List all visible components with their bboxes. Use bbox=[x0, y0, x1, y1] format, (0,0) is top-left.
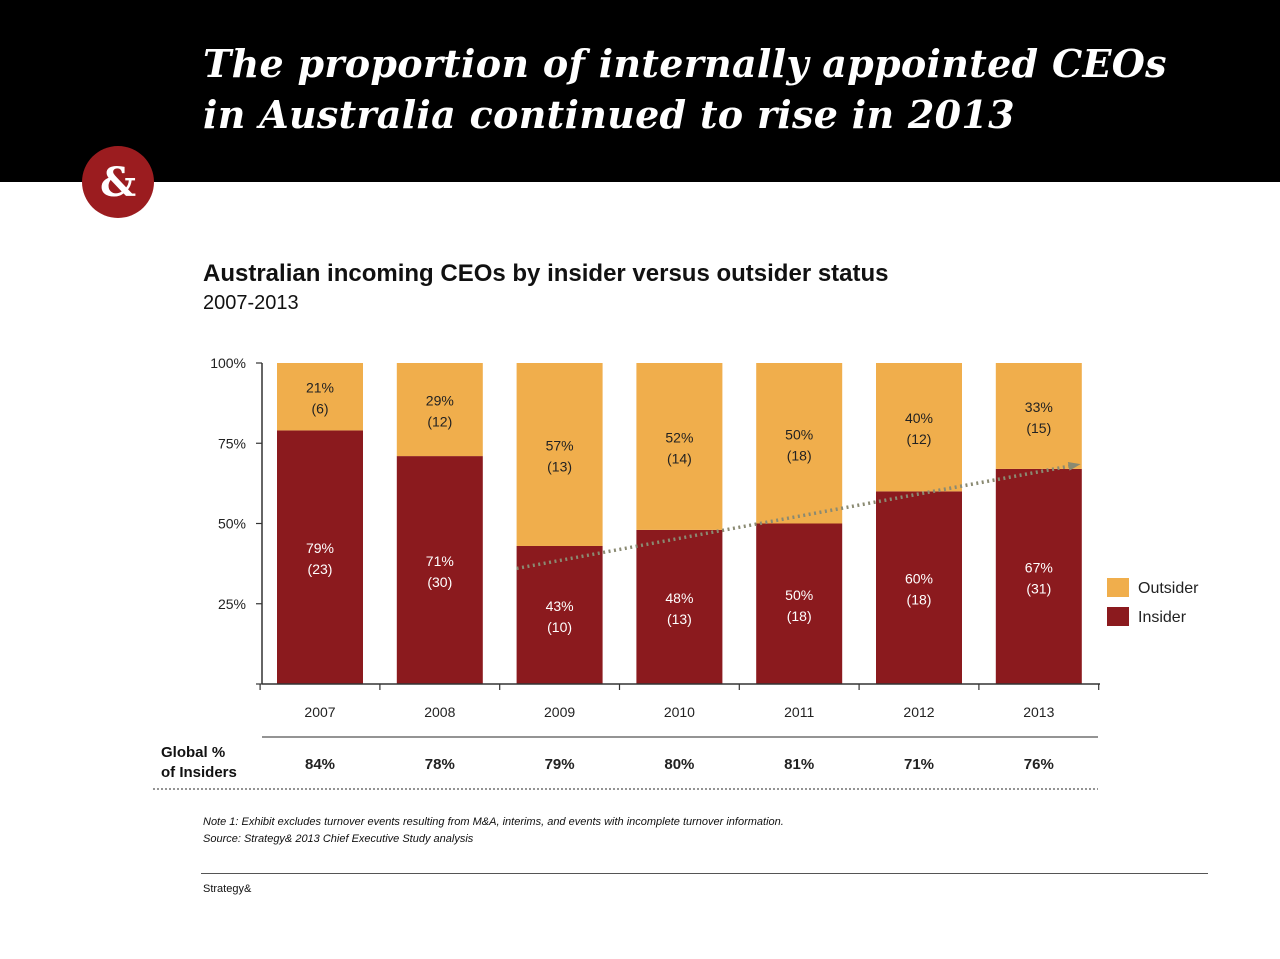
chart-subtitle: 2007-2013 bbox=[203, 292, 299, 314]
x-tick-label-2013: 2013 bbox=[1023, 704, 1054, 720]
outsider-pct-label-2009: 57% bbox=[546, 437, 574, 453]
global-insiders-value-2010: 80% bbox=[664, 756, 694, 773]
insider-pct-label-2008: 71% bbox=[426, 553, 454, 569]
x-tick-label-2011: 2011 bbox=[784, 704, 814, 720]
outsider-pct-label-2013: 33% bbox=[1025, 399, 1053, 415]
insider-pct-label-2007: 79% bbox=[306, 540, 334, 556]
insider-bar-2009 bbox=[516, 545, 603, 684]
x-tick-label-2009: 2009 bbox=[544, 704, 575, 720]
y-tick-label-100: 100% bbox=[210, 355, 246, 371]
global-insiders-value-2011: 81% bbox=[784, 756, 814, 773]
insider-count-label-2012: (18) bbox=[907, 592, 932, 608]
insider-bar-2007 bbox=[277, 430, 363, 684]
insider-pct-label-2010: 48% bbox=[665, 590, 693, 606]
outsider-pct-label-2008: 29% bbox=[426, 393, 454, 409]
outsider-count-label-2011: (18) bbox=[787, 447, 812, 463]
outsider-pct-label-2010: 52% bbox=[665, 429, 693, 445]
outsider-bar-2007 bbox=[277, 363, 363, 431]
x-tick-label-2008: 2008 bbox=[424, 704, 455, 720]
chart-title: Australian incoming CEOs by insider vers… bbox=[203, 260, 889, 287]
footnote-source: Source: Strategy& 2013 Chief Executive S… bbox=[203, 833, 474, 845]
y-tick-label-75: 75% bbox=[218, 435, 246, 451]
trend-line-arrowhead bbox=[1067, 462, 1081, 471]
footnote: Note 1: Exhibit excludes turnover events… bbox=[203, 814, 784, 848]
outsider-count-label-2009: (13) bbox=[547, 458, 572, 474]
outsider-bar-2009 bbox=[516, 363, 603, 546]
insider-bar-2008 bbox=[396, 456, 483, 684]
global-insiders-value-2013: 76% bbox=[1024, 756, 1054, 773]
insider-pct-label-2009: 43% bbox=[546, 598, 574, 614]
global-insiders-label-line-2: of Insiders bbox=[161, 764, 237, 781]
outsider-count-label-2010: (14) bbox=[667, 450, 692, 466]
page-title-line-2: in Australia continued to rise in 2013 bbox=[203, 92, 1015, 137]
ampersand-logo: & bbox=[82, 146, 154, 218]
insider-count-label-2009: (10) bbox=[547, 619, 572, 635]
outsider-count-label-2013: (15) bbox=[1026, 420, 1051, 436]
global-insiders-value-2007: 84% bbox=[305, 756, 335, 773]
page-title-line-1: The proportion of internally appointed C… bbox=[203, 41, 1167, 86]
legend-label-insider: Insider bbox=[1138, 609, 1187, 626]
outsider-bar-2012 bbox=[876, 363, 962, 492]
global-insiders-value-2012: 71% bbox=[904, 756, 934, 773]
insider-count-label-2010: (13) bbox=[667, 611, 692, 627]
y-tick-label-50: 50% bbox=[218, 516, 246, 532]
legend-label-outsider: Outsider bbox=[1138, 580, 1199, 597]
x-tick-label-2007: 2007 bbox=[304, 704, 335, 720]
insider-pct-label-2011: 50% bbox=[785, 587, 813, 603]
trend-line bbox=[516, 463, 1073, 571]
outsider-pct-label-2011: 50% bbox=[785, 426, 813, 442]
outsider-count-label-2007: (6) bbox=[311, 401, 328, 417]
insider-pct-label-2013: 67% bbox=[1025, 559, 1053, 575]
insider-count-label-2008: (30) bbox=[427, 574, 452, 590]
outsider-bar-2008 bbox=[396, 363, 483, 457]
footer-brand: Strategy& bbox=[203, 883, 252, 895]
global-insiders-label-line-1: Global % bbox=[161, 744, 226, 761]
legend-swatch-insider bbox=[1107, 607, 1129, 626]
insider-bar-2012 bbox=[876, 491, 962, 684]
outsider-bar-2013 bbox=[995, 363, 1082, 469]
legend-swatch-outsider bbox=[1107, 578, 1129, 597]
outsider-count-label-2012: (12) bbox=[907, 431, 932, 447]
insider-count-label-2013: (31) bbox=[1026, 580, 1051, 596]
insider-count-label-2007: (23) bbox=[308, 561, 333, 577]
footer-divider bbox=[201, 873, 1208, 874]
outsider-pct-label-2007: 21% bbox=[306, 380, 334, 396]
x-tick-label-2010: 2010 bbox=[664, 704, 695, 720]
insider-pct-label-2012: 60% bbox=[905, 571, 933, 587]
x-tick-label-2012: 2012 bbox=[903, 704, 934, 720]
global-insiders-label: Global % of Insiders bbox=[161, 743, 271, 783]
global-insiders-value-2009: 79% bbox=[545, 756, 575, 773]
insider-bar-2013 bbox=[995, 468, 1082, 684]
footnote-line-1: Note 1: Exhibit excludes turnover events… bbox=[203, 816, 784, 828]
global-insiders-value-2008: 78% bbox=[425, 756, 455, 773]
page-title: The proportion of internally appointed C… bbox=[203, 38, 1243, 140]
insider-bar-2011 bbox=[756, 523, 843, 684]
outsider-pct-label-2012: 40% bbox=[905, 410, 933, 426]
y-tick-label-25: 25% bbox=[218, 596, 246, 612]
outsider-bar-2011 bbox=[756, 363, 843, 524]
insider-bar-2010 bbox=[636, 529, 723, 684]
outsider-count-label-2008: (12) bbox=[427, 414, 452, 430]
insider-count-label-2011: (18) bbox=[787, 608, 812, 624]
outsider-bar-2010 bbox=[636, 363, 723, 530]
header-bar: The proportion of internally appointed C… bbox=[0, 0, 1280, 182]
